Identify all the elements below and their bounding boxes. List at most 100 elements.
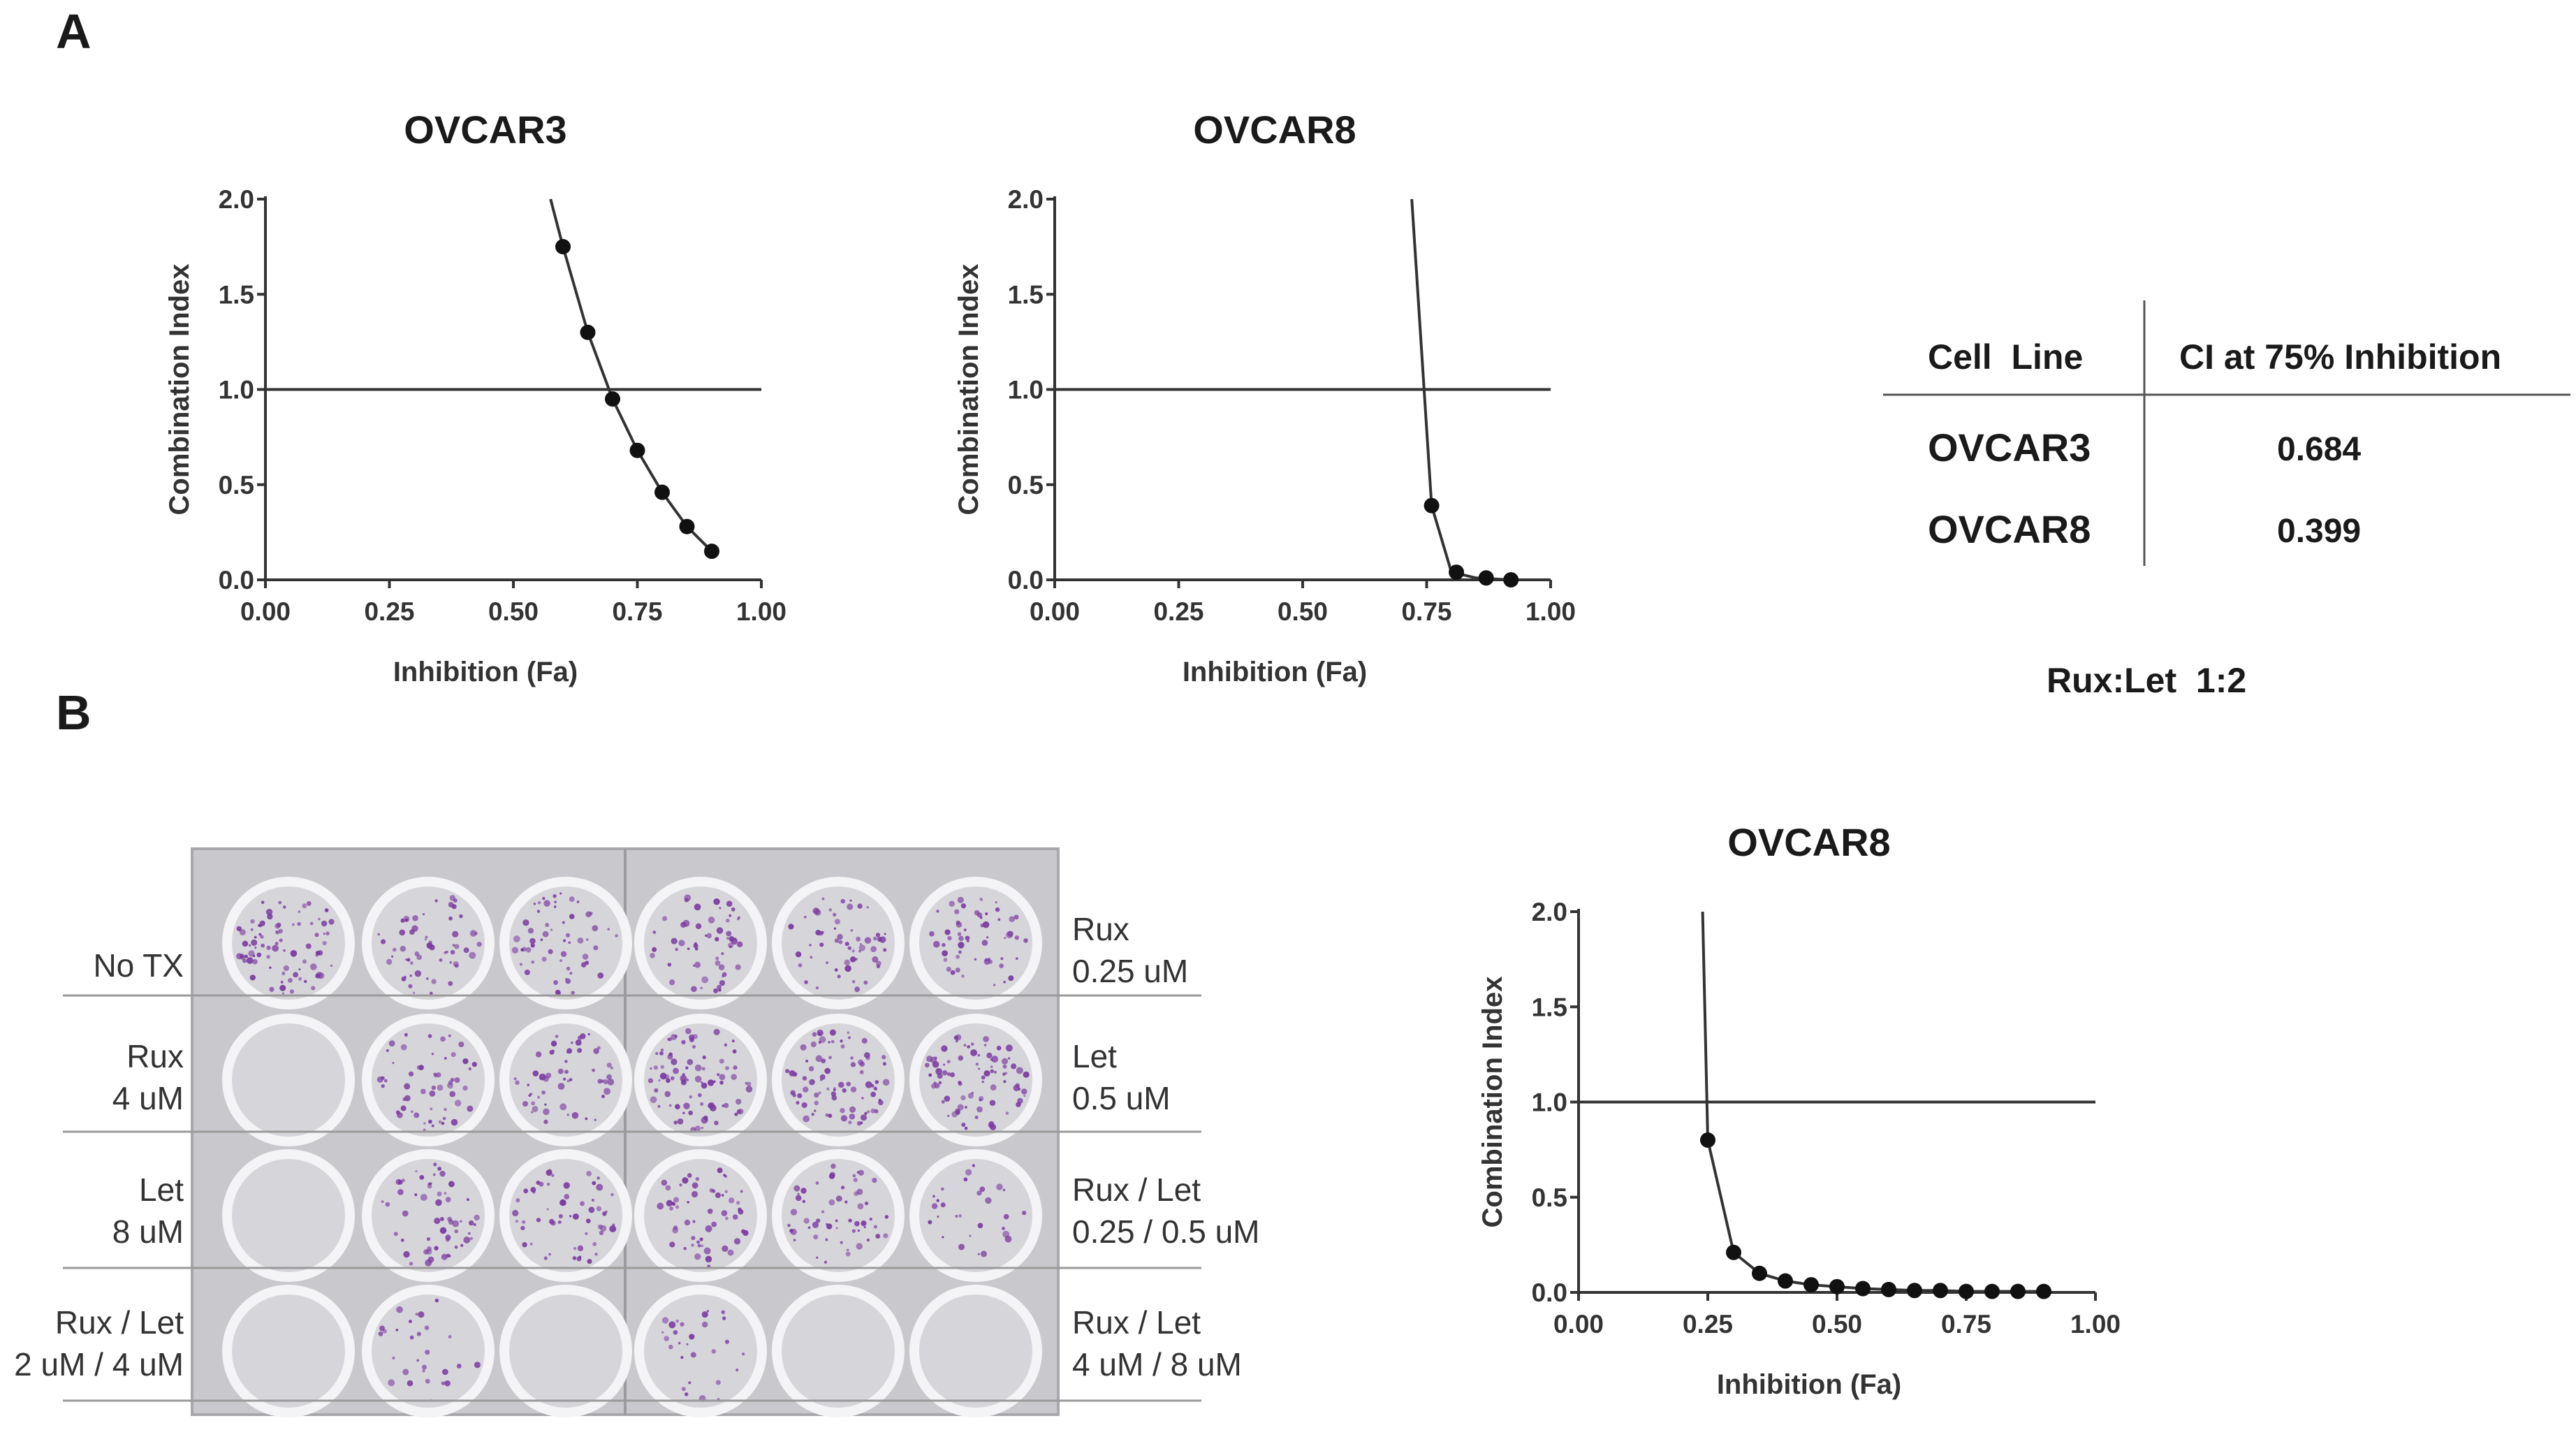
colony-dot [261, 900, 265, 904]
colony-dot [660, 1048, 664, 1052]
colony-dot [426, 977, 429, 980]
colony-dot [857, 1059, 864, 1065]
colony-dot [668, 1104, 672, 1107]
colony-dot [468, 1067, 472, 1071]
colony-dot [426, 1248, 432, 1255]
colony-dot [593, 945, 599, 951]
colony-dot [610, 1066, 613, 1070]
colony-dot [275, 923, 281, 929]
well [772, 1149, 905, 1282]
colony-dot [551, 1049, 555, 1053]
colony-dot [550, 1040, 557, 1047]
colony-dot [667, 1053, 673, 1060]
colony-dot [548, 1218, 555, 1225]
colony-dot [434, 1298, 439, 1303]
colony-dot [414, 970, 422, 977]
colony-dot [520, 1225, 525, 1231]
colony-dot [854, 986, 861, 993]
colony-dot [431, 1052, 434, 1056]
colony-dot [742, 1230, 749, 1237]
colony-dot [842, 1088, 847, 1093]
colony-dot [566, 1113, 570, 1116]
panel-b-label: B [56, 685, 92, 740]
colony-dot [278, 900, 282, 905]
colony-dot [557, 1068, 564, 1074]
colony-dot [999, 963, 1004, 968]
colony-dot [861, 1097, 864, 1100]
colony-dot [513, 935, 520, 942]
well-label-right-row1: Rux 0.25 uM [1072, 908, 1188, 992]
colony-dot [716, 927, 724, 934]
colony-dot [883, 948, 887, 952]
colony-dot [1011, 1063, 1017, 1070]
colony-dot [715, 1380, 721, 1385]
colony-dot [870, 1084, 874, 1088]
x-tick-label: 0.50 [1812, 1310, 1862, 1338]
colony-dot [977, 1223, 983, 1229]
colony-dot [444, 1107, 447, 1111]
colony-dot [683, 1246, 687, 1250]
colony-dot [533, 902, 536, 905]
colony-dot [397, 1189, 404, 1195]
colony-dot [1005, 1111, 1009, 1115]
colony-dot [469, 1237, 474, 1241]
colony-dot [1002, 1058, 1009, 1065]
colony-dot [826, 961, 828, 965]
colony-dot [535, 1051, 542, 1058]
colony-dot [403, 1250, 410, 1258]
data-point [1449, 564, 1465, 581]
colony-dot [870, 1108, 876, 1114]
colony-dot [800, 1044, 807, 1051]
colony-dot [453, 898, 458, 903]
colony-dot [1023, 1071, 1030, 1078]
colony-dot [863, 1226, 866, 1229]
colony-dot [700, 986, 703, 990]
colony-dot [731, 938, 738, 945]
colony-dot [815, 1055, 823, 1063]
colony-dot [694, 1075, 702, 1083]
colony-dot [942, 942, 946, 947]
colony-dot [250, 928, 254, 931]
colony-dot [400, 1105, 407, 1111]
y-tick-label: 2.0 [1008, 185, 1044, 214]
colony-dot [691, 1243, 694, 1247]
colony-dot [566, 966, 571, 971]
colony-dot [439, 1170, 446, 1177]
colony-dot [388, 1379, 395, 1387]
colony-dot [261, 943, 265, 948]
colony-dot [955, 1215, 958, 1218]
colony-dot [404, 958, 407, 961]
colony-dot [381, 1084, 385, 1088]
colony-dot [603, 1088, 611, 1095]
colony-dot [311, 986, 316, 991]
colony-dot [382, 1329, 387, 1334]
colony-dot [803, 1218, 810, 1224]
colony-dot [858, 944, 865, 951]
colony-dot [717, 1073, 720, 1077]
colony-dot [944, 1095, 951, 1102]
colony-dot [863, 980, 868, 985]
colony-dot [850, 1062, 856, 1067]
colony-dot [592, 925, 599, 931]
colony-dot [701, 1126, 704, 1130]
colony-dot [522, 1242, 527, 1248]
colony-dot [419, 1174, 425, 1180]
well-label-line: No TX [93, 947, 184, 984]
colony-dot [709, 1188, 714, 1192]
colony-dot [323, 933, 325, 935]
colony-dot [801, 1102, 807, 1109]
colony-dot [686, 1343, 689, 1345]
colony-dot [701, 1067, 705, 1071]
data-point [1829, 1278, 1845, 1294]
colony-dot [724, 1339, 730, 1344]
colony-dot [467, 1105, 474, 1112]
colony-dot [529, 1093, 533, 1096]
colony-dot [958, 935, 964, 942]
colony-dot [292, 950, 295, 954]
colony-dot [675, 1319, 680, 1323]
colony-dot [814, 1092, 819, 1098]
colony-dot [536, 910, 541, 913]
colony-dot [970, 1049, 977, 1056]
colony-dot [438, 1120, 442, 1124]
colony-dot [399, 929, 406, 936]
